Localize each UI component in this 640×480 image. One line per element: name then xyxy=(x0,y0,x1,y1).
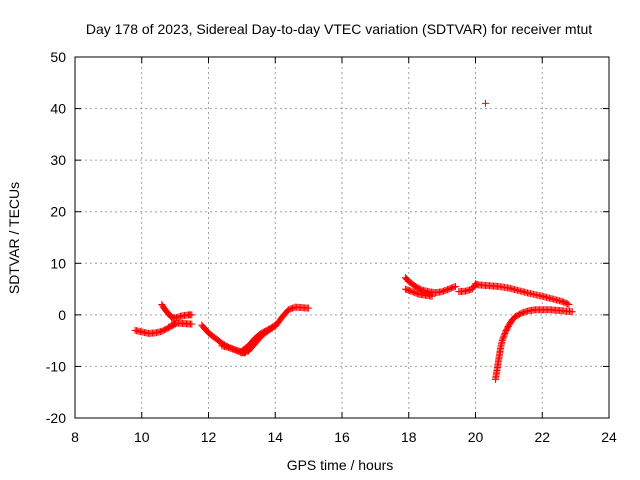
series-outlier xyxy=(482,99,490,107)
series-arc-3 xyxy=(168,319,196,328)
x-tick-labels: 8 10 12 14 16 18 20 22 24 xyxy=(71,429,617,445)
y-tick-label: -20 xyxy=(46,410,66,426)
x-tick-label: 12 xyxy=(201,429,217,445)
data-point xyxy=(305,304,313,312)
plot-frame xyxy=(74,56,610,419)
series-arc-8 xyxy=(401,285,436,300)
y-tick-labels: -20 -10 0 10 20 30 40 50 xyxy=(46,49,66,426)
data-point xyxy=(451,282,459,290)
x-tick-label: 24 xyxy=(601,429,617,445)
y-axis-label: SDTVAR / TECUs xyxy=(6,182,22,294)
x-tick-label: 22 xyxy=(534,429,550,445)
data-point xyxy=(499,335,507,343)
data-point xyxy=(565,301,573,309)
chart-title: Day 178 of 2023, Sidereal Day-to-day VTE… xyxy=(86,21,592,37)
series-arc-6 xyxy=(218,303,313,357)
y-tick-label: 50 xyxy=(50,49,66,65)
x-tick-label: 16 xyxy=(334,429,350,445)
y-tick-label: 20 xyxy=(50,204,66,220)
data-point xyxy=(428,292,436,300)
data-point xyxy=(482,99,490,107)
data-point xyxy=(498,337,506,345)
series-arc-2 xyxy=(158,301,196,322)
x-tick-label: 8 xyxy=(71,429,79,445)
x-tick-label: 20 xyxy=(468,429,484,445)
data-point xyxy=(500,332,508,340)
series-arc-7 xyxy=(401,274,459,297)
data-point xyxy=(564,300,572,308)
data-point xyxy=(188,320,196,328)
y-tick-label: -10 xyxy=(46,358,66,374)
data-point xyxy=(499,334,507,342)
x-axis-label: GPS time / hours xyxy=(287,457,394,473)
x-tick-label: 14 xyxy=(267,429,283,445)
data-point xyxy=(568,308,576,316)
data-points xyxy=(131,99,576,383)
y-tick-label: 40 xyxy=(50,101,66,117)
y-tick-label: 0 xyxy=(58,307,66,323)
series-arc-10 xyxy=(492,306,576,383)
x-tick-label: 18 xyxy=(401,429,417,445)
series-arc-9 xyxy=(455,280,573,309)
y-tick-label: 10 xyxy=(50,255,66,271)
data-point xyxy=(450,283,458,291)
y-tick-label: 30 xyxy=(50,152,66,168)
grid xyxy=(75,57,609,418)
data-point xyxy=(500,331,508,339)
data-point xyxy=(188,311,196,319)
x-tick-label: 10 xyxy=(134,429,150,445)
